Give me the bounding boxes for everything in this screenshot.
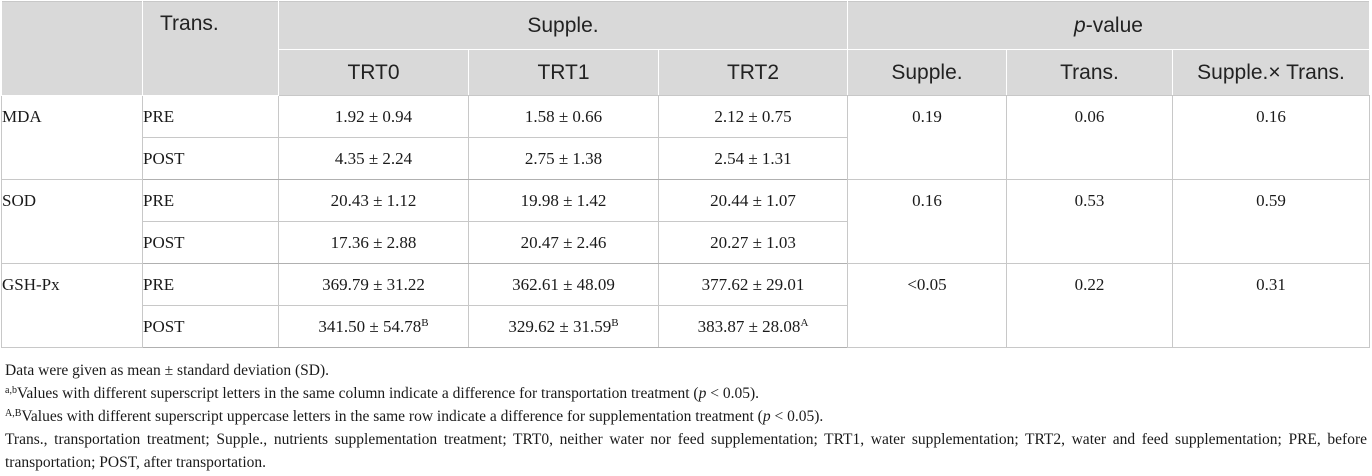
p-trans-cell: 0.06	[1006, 95, 1173, 180]
trt1-cell: 2.75 ± 1.38	[468, 137, 659, 180]
table-row: POST 341.50 ± 54.78B 329.62 ± 31.59B 383…	[2, 305, 1370, 348]
superscript-letter: A	[800, 317, 809, 329]
cell-value: 383.87 ± 28.08	[697, 317, 801, 336]
table-row: POST 17.36 ± 2.88 20.47 ± 2.46 20.27 ± 1…	[2, 221, 1370, 264]
trt1-cell: 19.98 ± 1.42	[468, 179, 659, 222]
header-pvalue: p-value	[847, 1, 1370, 50]
footnote-text: Values with different superscript letter…	[16, 385, 699, 402]
p-supple-cell: <0.05	[847, 263, 1007, 348]
footnote-abbreviations: Trans., transportation treatment; Supple…	[5, 431, 1367, 471]
p-supple-cell: 0.19	[847, 95, 1007, 180]
table-row: GSH-Px PRE 369.79 ± 31.22 362.61 ± 48.09…	[1, 263, 1370, 348]
header-supple: Supple.	[278, 1, 848, 50]
trt0-cell: 4.35 ± 2.24	[278, 137, 469, 180]
header-pvalue-p: p	[1074, 13, 1086, 37]
header-p-trans: Trans.	[1006, 49, 1173, 96]
header-pvalue-suffix: -value	[1085, 13, 1143, 37]
trt2-cell: 2.12 ± 0.75	[658, 95, 848, 138]
table-row: MDA PRE 1.92 ± 0.94 1.58 ± 0.66 2.12 ± 0…	[1, 95, 1370, 180]
trt2-cell: 20.27 ± 1.03	[658, 221, 848, 264]
footnote-marker: A,B	[5, 408, 22, 419]
superscript-letter: B	[611, 317, 619, 329]
variable-cell: GSH-Px	[1, 263, 143, 348]
header-row-2: TRT0 TRT1 TRT2 Supple. Trans. Supple.× T…	[2, 49, 1370, 96]
trt2-cell: 377.62 ± 29.01	[658, 263, 848, 306]
footnote-marker: a,b	[5, 385, 17, 396]
footnote-uppercase: A,BValues with different superscript upp…	[5, 405, 1367, 428]
trans-cell: POST	[142, 137, 279, 180]
trt2-cell: 20.44 ± 1.07	[658, 179, 848, 222]
superscript-letter: B	[421, 317, 429, 329]
footnote-lowercase: a,bValues with different superscript let…	[5, 382, 1367, 405]
cell-value: 341.50 ± 54.78	[318, 317, 422, 336]
header-trans: Trans.	[142, 1, 279, 96]
table-row: POST 4.35 ± 2.24 2.75 ± 1.38 2.54 ± 1.31	[2, 137, 1370, 180]
p-supple-cell: 0.16	[847, 179, 1007, 264]
variable-cell: SOD	[1, 179, 143, 264]
p-interaction-cell: 0.16	[1172, 95, 1370, 180]
footnote-end: < 0.05).	[706, 385, 759, 402]
footnote-p: p	[698, 385, 707, 402]
p-trans-cell: 0.22	[1006, 263, 1173, 348]
footnote-data: Data were given as mean ± standard devia…	[5, 362, 329, 379]
trt2-cell: 383.87 ± 28.08A	[658, 305, 848, 348]
header-p-supple: Supple.	[847, 49, 1007, 96]
trans-cell: POST	[142, 305, 279, 348]
header-trt1: TRT1	[468, 49, 659, 96]
header-trt2: TRT2	[658, 49, 848, 96]
trt0-cell: 20.43 ± 1.12	[278, 179, 469, 222]
trt1-cell: 362.61 ± 48.09	[468, 263, 659, 306]
trt2-cell: 2.54 ± 1.31	[658, 137, 848, 180]
cell-value: 329.62 ± 31.59	[508, 317, 612, 336]
header-row-1: Trans. Supple. p-value	[1, 1, 1370, 96]
footnote-end: < 0.05).	[770, 408, 824, 425]
trt1-cell: 1.58 ± 0.66	[468, 95, 659, 138]
trans-cell: PRE	[142, 263, 279, 306]
results-table: Trans. Supple. p-value TRT0 TRT1 TRT2 Su…	[1, 1, 1370, 348]
trt1-cell: 329.62 ± 31.59B	[468, 305, 659, 348]
trans-cell: PRE	[142, 179, 279, 222]
trt0-cell: 17.36 ± 2.88	[278, 221, 469, 264]
variable-cell: MDA	[1, 95, 143, 180]
table-footnotes: Data were given as mean ± standard devia…	[5, 359, 1367, 474]
trans-cell: PRE	[142, 95, 279, 138]
trans-cell: POST	[142, 221, 279, 264]
trt0-cell: 369.79 ± 31.22	[278, 263, 469, 306]
trt0-cell: 1.92 ± 0.94	[278, 95, 469, 138]
p-interaction-cell: 0.59	[1172, 179, 1370, 264]
trt0-cell: 341.50 ± 54.78B	[278, 305, 469, 348]
header-empty-cell	[1, 1, 143, 96]
trt1-cell: 20.47 ± 2.46	[468, 221, 659, 264]
footnote-text: Values with different superscript upperc…	[21, 408, 763, 425]
header-p-interaction: Supple.× Trans.	[1172, 49, 1370, 96]
p-interaction-cell: 0.31	[1172, 263, 1370, 348]
header-trt0: TRT0	[278, 49, 469, 96]
p-trans-cell: 0.53	[1006, 179, 1173, 264]
table-row: SOD PRE 20.43 ± 1.12 19.98 ± 1.42 20.44 …	[1, 179, 1370, 264]
footnote-p: p	[762, 408, 771, 425]
